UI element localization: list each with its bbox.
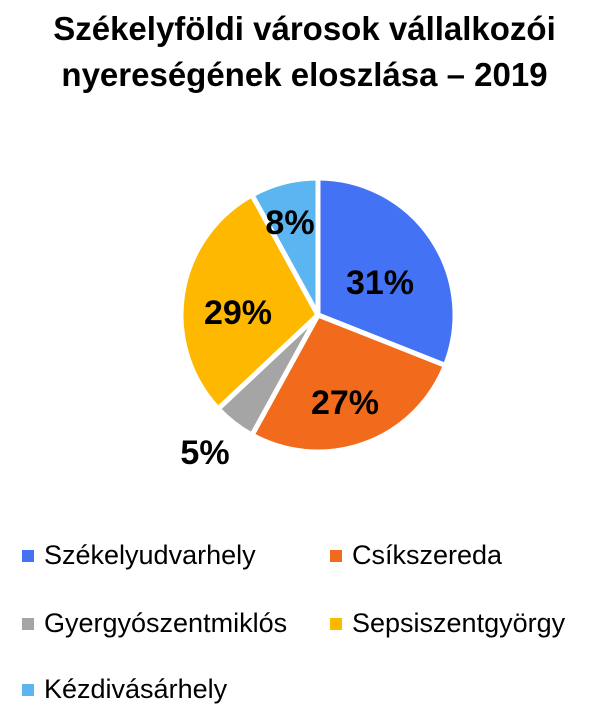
data-label-1: 27% bbox=[311, 384, 379, 422]
pie-slice-4 bbox=[249, 175, 321, 318]
pie-slice-0 bbox=[315, 175, 458, 368]
legend-label-2: Gyergyószentmiklós bbox=[44, 608, 288, 638]
data-label-0: 31% bbox=[346, 264, 414, 302]
legend-item-0: Székelyudvarhely bbox=[22, 540, 256, 571]
legend-swatch-2 bbox=[22, 617, 34, 630]
legend-swatch-0 bbox=[22, 549, 34, 562]
chart-title-line2: nyereségének eloszlása – 2019 bbox=[61, 56, 548, 93]
legend-swatch-3 bbox=[330, 617, 342, 630]
legend-label-4: Kézdivásárhely bbox=[44, 674, 228, 704]
legend-item-4: Kézdivásárhely bbox=[22, 674, 227, 705]
legend-label-3: Sepsiszentgyörgy bbox=[352, 608, 566, 638]
pie-slice-3 bbox=[178, 192, 321, 412]
legend-label-1: Csíkszereda bbox=[352, 540, 503, 570]
legend-item-1: Csíkszereda bbox=[330, 540, 502, 571]
legend-item-3: Sepsiszentgyörgy bbox=[330, 608, 565, 639]
legend-item-2: Gyergyószentmiklós bbox=[22, 608, 287, 639]
data-label-2: 5% bbox=[180, 434, 229, 472]
chart-title-line1: Székelyföldi városok vállalkozói bbox=[53, 10, 556, 47]
pie-chart: 31% 27% 5% 29% 8% bbox=[178, 175, 458, 472]
legend-swatch-1 bbox=[330, 549, 342, 562]
data-label-4: 8% bbox=[265, 204, 314, 242]
legend-label-0: Székelyudvarhely bbox=[44, 540, 256, 570]
chart-title: Székelyföldi városok vállalkozói nyeresé… bbox=[0, 6, 609, 98]
data-label-3: 29% bbox=[204, 294, 272, 332]
legend-swatch-4 bbox=[22, 683, 34, 696]
